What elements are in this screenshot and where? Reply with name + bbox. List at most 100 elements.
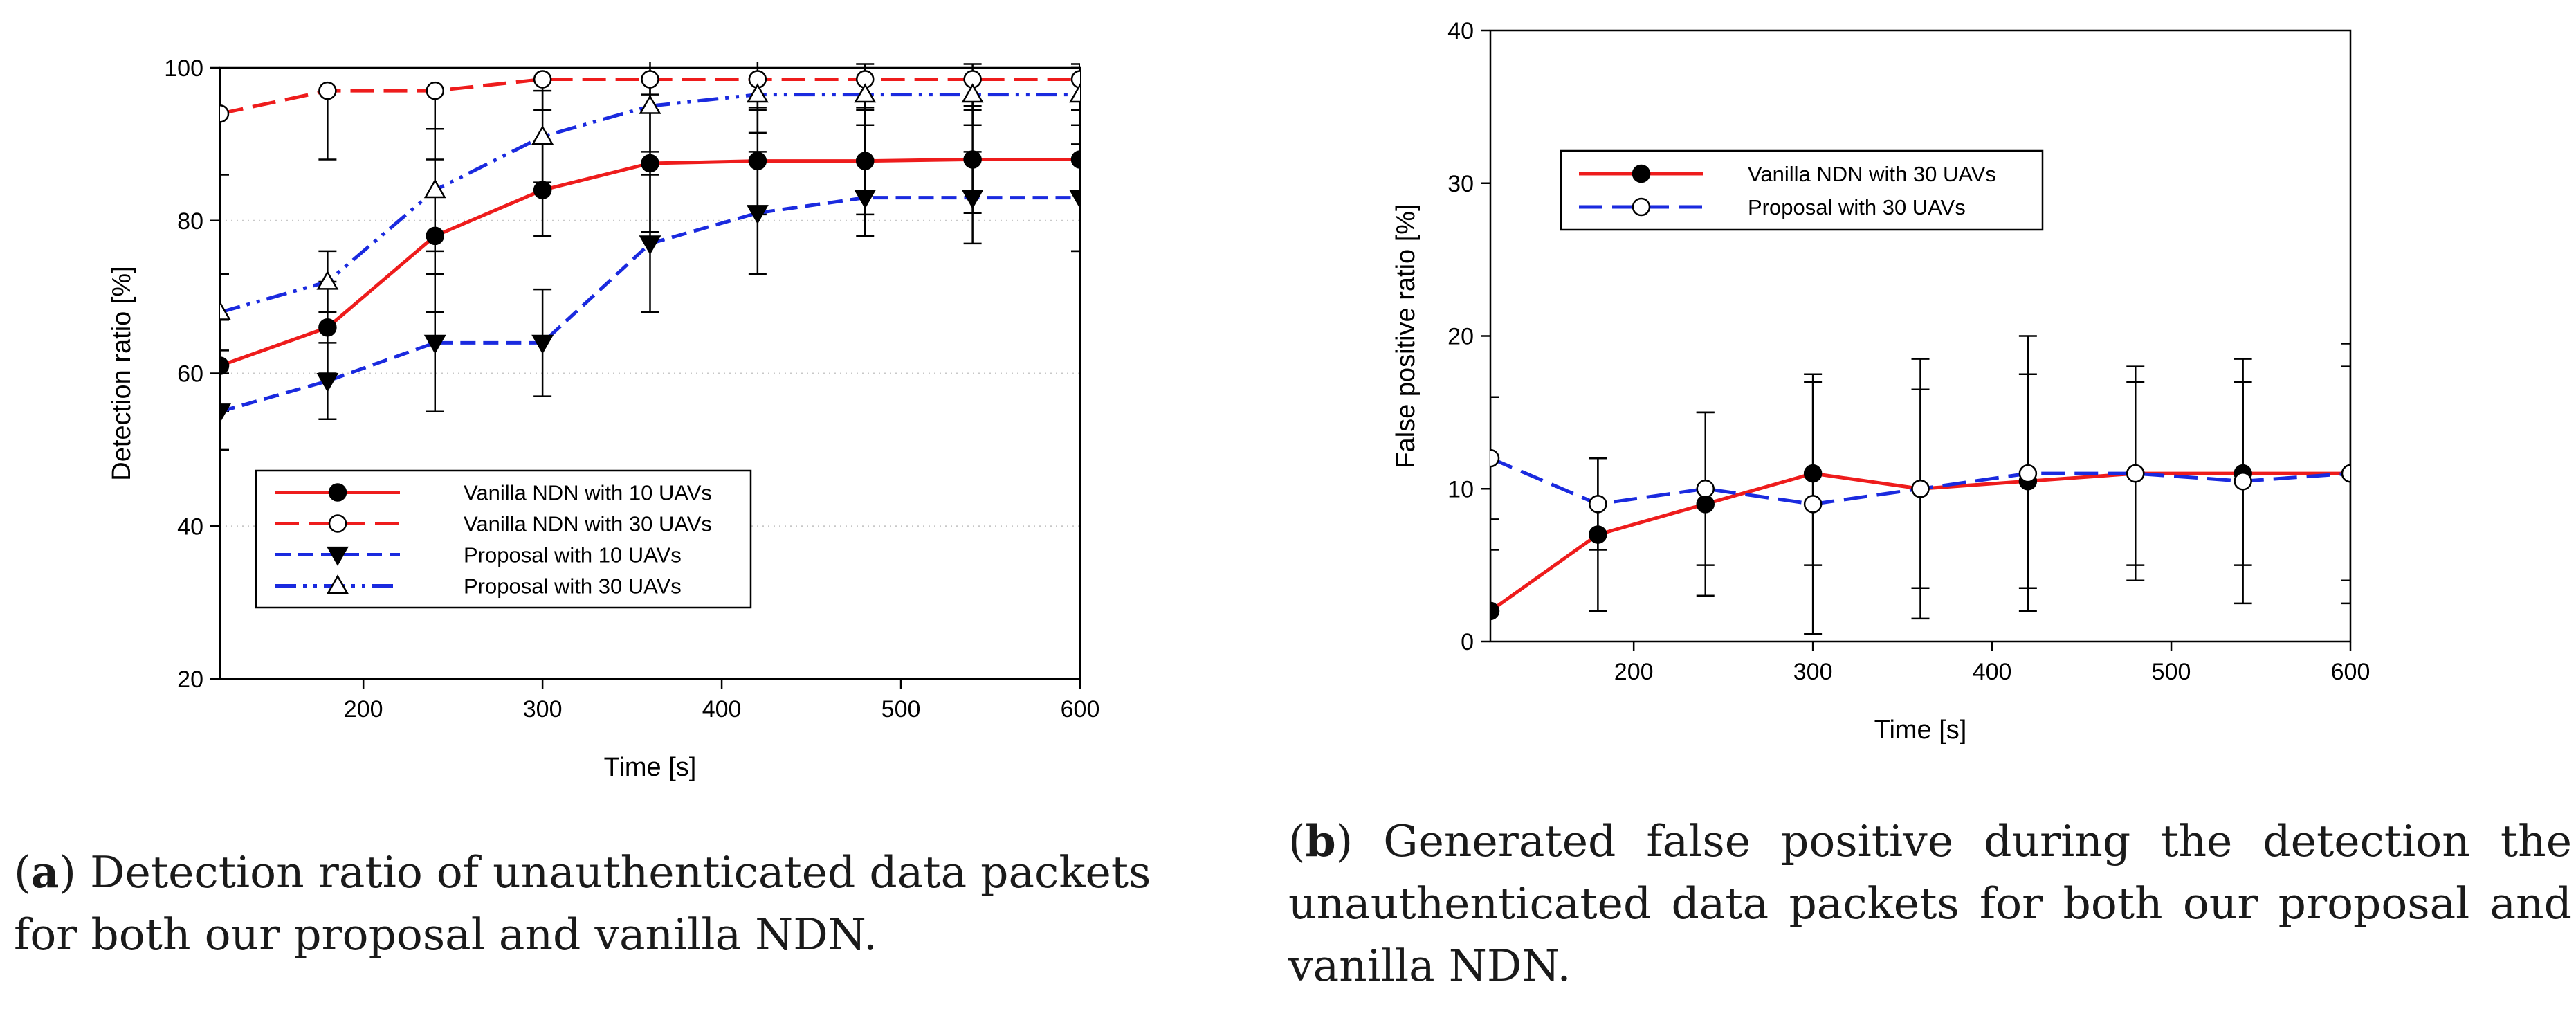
data-point: [1589, 525, 1607, 544]
legend-marker-1: [1632, 197, 1651, 217]
data-point: [423, 334, 446, 354]
data-point: [746, 83, 769, 103]
data-point: [220, 104, 230, 123]
legend-label-1: Proposal with 30 UAVs: [1748, 195, 1966, 219]
x-axis-title: Time [s]: [1874, 716, 1967, 745]
legend: Vanilla NDN with 10 UAVs Vanilla NDN with…: [255, 469, 752, 609]
x-tick-label: 300: [523, 696, 563, 722]
x-tick-label: 400: [1973, 659, 2012, 685]
data-point: [220, 403, 231, 424]
x-tick-label: 500: [2152, 659, 2191, 685]
series-markers-2: [220, 190, 1080, 424]
data-point: [854, 83, 877, 103]
x-tick-label: 600: [2331, 659, 2371, 685]
legend-marker-0: [328, 483, 347, 502]
data-point: [1069, 190, 1080, 209]
series-markers-3: [220, 83, 1080, 320]
caption-a-label: a: [30, 846, 60, 898]
x-tick-label: 500: [881, 696, 921, 722]
data-point: [318, 318, 337, 337]
chart-b-false-positive: 200 300 400 500 600 0 10 20 30 40 Time [s] False po…: [1391, 18, 2370, 745]
x-axis-title: Time [s]: [604, 753, 697, 782]
legend-marker-2: [327, 546, 349, 566]
data-point: [426, 81, 444, 100]
data-point: [1589, 495, 1607, 514]
data-point: [746, 205, 769, 225]
caption-a: (a) Detection ratio of unauthenticated d…: [14, 846, 1151, 960]
y-tick-label: 20: [1447, 324, 1474, 350]
data-point: [533, 70, 552, 89]
y-tick-label: 40: [1447, 18, 1474, 44]
data-point: [1911, 480, 1930, 498]
error-bars-2: [220, 143, 1080, 451]
legend-label-0: Vanilla NDN with 30 UAVs: [1748, 162, 1996, 186]
y-tick-label: 60: [177, 361, 203, 388]
data-point: [1803, 464, 1823, 483]
y-tick-label: 100: [164, 55, 203, 82]
legend: Vanilla NDN with 30 UAVs Proposal with 30…: [1560, 149, 2044, 231]
data-layer: [1490, 335, 2350, 635]
data-point: [641, 70, 659, 89]
y-tick-label: 40: [177, 514, 203, 540]
data-layer: [220, 62, 1080, 451]
legend-marker-0: [1632, 164, 1651, 183]
legend-label-0: Vanilla NDN with 10 UAVs: [464, 481, 712, 505]
chart-a-detection-ratio: 200 300 400 500 600 20 40 60 80 100 Time [s] Detect…: [107, 55, 1099, 782]
data-point: [531, 334, 554, 354]
data-point: [318, 81, 337, 100]
data-point: [639, 94, 661, 114]
data-point: [2234, 471, 2252, 491]
caption-b-text: ) Generated false positive during the de…: [1288, 816, 2572, 991]
data-point: [1696, 480, 1715, 498]
data-point: [1070, 70, 1080, 89]
data-point: [1069, 83, 1080, 103]
data-point: [963, 150, 982, 169]
y-tick-label: 20: [177, 666, 203, 693]
series-markers-0: [220, 150, 1080, 375]
data-point: [961, 83, 984, 103]
data-point: [639, 235, 661, 255]
data-point: [426, 226, 444, 246]
data-point: [220, 300, 231, 320]
data-point: [748, 152, 767, 170]
data-point: [220, 356, 230, 375]
data-point: [2341, 464, 2350, 483]
data-point: [1490, 601, 1500, 621]
legend-marker-3: [327, 574, 349, 594]
x-tick-label: 400: [702, 696, 742, 722]
data-point: [1490, 448, 1500, 468]
caption-b: (b) Generated false positive during the …: [1288, 815, 2572, 991]
data-point: [2018, 464, 2038, 483]
caption-b-label: b: [1305, 815, 1336, 866]
x-tick-label: 300: [1793, 659, 1833, 685]
legend-box: [1560, 149, 2044, 231]
data-point: [856, 152, 875, 170]
y-tick-label: 30: [1447, 171, 1474, 197]
data-point: [1070, 150, 1080, 169]
legend-label-2: Proposal with 10 UAVs: [464, 543, 682, 567]
data-point: [531, 125, 554, 145]
y-axis-title: False positive ratio [%]: [1391, 203, 1421, 468]
data-point: [316, 372, 339, 392]
y-tick-label: 0: [1461, 629, 1474, 655]
data-point: [423, 179, 446, 199]
y-axis-title: Detection ratio [%]: [107, 266, 136, 480]
x-tick-label: 200: [344, 696, 383, 722]
data-point: [1696, 495, 1715, 514]
x-tick-label: 200: [1614, 659, 1654, 685]
y-tick-label: 80: [177, 208, 203, 235]
data-point: [961, 190, 984, 209]
data-point: [316, 270, 339, 290]
caption-a-text: ) Detection ratio of unauthenticated dat…: [14, 847, 1151, 960]
x-tick-label: 600: [1061, 696, 1100, 722]
data-point: [533, 181, 552, 199]
legend-label-1: Vanilla NDN with 30 UAVs: [464, 512, 712, 536]
y-tick-label: 10: [1447, 476, 1474, 502]
data-point: [641, 154, 659, 173]
legend-marker-1: [328, 514, 347, 533]
legend-label-3: Proposal with 30 UAVs: [464, 574, 682, 599]
series-markers-1: [1490, 448, 2350, 514]
data-point: [1803, 495, 1823, 514]
data-point: [854, 190, 877, 209]
